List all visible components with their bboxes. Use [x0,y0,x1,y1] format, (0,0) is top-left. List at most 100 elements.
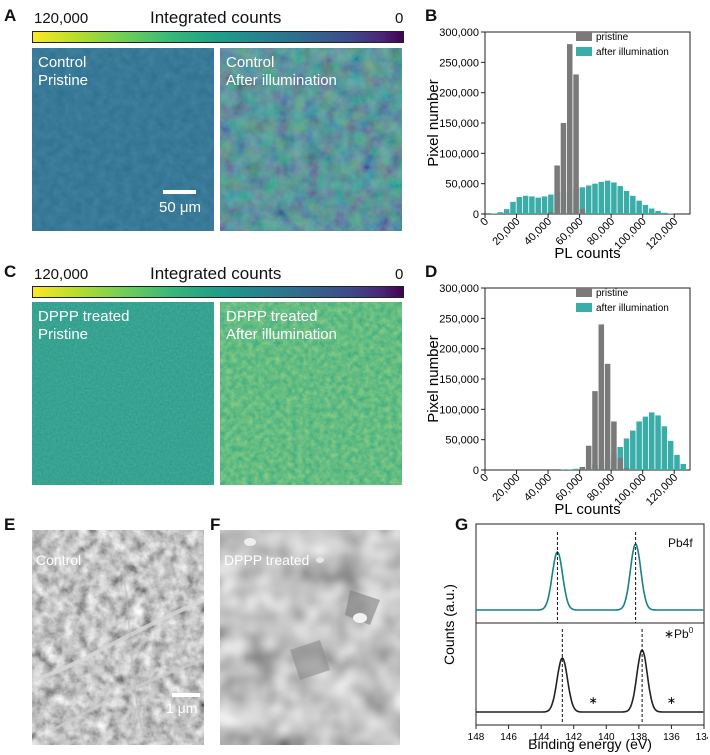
histogram-bar [522,195,529,214]
y-axis-label: Pixel number [425,79,442,167]
histogram-bar [529,196,535,214]
histogram-bar [579,187,586,214]
map-label-line1: Control [38,54,87,71]
histogram-bar [636,421,642,470]
x-tick-label: 20,000 [490,216,522,248]
x-axis-label: PL counts [554,501,620,518]
colorbar-c-min-label: 0 [395,266,404,283]
y-tick-label: 100,000 [439,404,479,416]
histogram-bar [617,186,623,214]
x-tick-label: 142 [565,732,582,743]
x-tick-label: 146 [500,732,517,743]
histogram-bar [573,468,579,470]
sem-image-dppp: DPPP treated [220,530,400,745]
histogram-bar [655,210,661,214]
histogram-bar [630,430,636,470]
colorbar-a-min-label: 0 [395,10,404,27]
plot-frame [475,523,705,726]
x-tick-label: 140 [598,732,615,743]
panel-f-letter: F [210,515,221,534]
histogram-bar [510,201,516,214]
x-tick-label: 134 [696,732,708,743]
pl-map-control-after-illumination: Control After illumination [220,48,402,231]
sem-image-control: Control 1 μm [32,530,204,745]
legend-label-after: after illumination [596,303,669,314]
histogram-bar [623,438,630,470]
histogram-bar [579,466,586,470]
histogram-bar [661,426,668,470]
x-tick-label: 60,000 [553,216,585,248]
histogram-bar [579,209,586,214]
y-tick-label: 200,000 [439,88,479,100]
histogram-bar [516,197,523,214]
histogram-bar [535,197,541,214]
histogram-bar [541,196,548,214]
map-label-line2: Pristine [38,72,89,89]
legend-swatch-pristine [576,288,592,297]
scale-bar-label: 50 μm [159,199,201,216]
histogram-bar [592,391,598,470]
histogram-bar [491,213,497,214]
x-tick-label: 120,000 [644,472,681,509]
histogram-bar [548,194,554,214]
legend-label-pristine: pristine [596,32,629,43]
metallic-pb-marker: ∗ [589,695,598,707]
panel-c-letter: C [4,262,17,281]
scale-bar-e-label: 1 μm [166,700,198,716]
histogram-bar [642,416,649,470]
pl-map-control-pristine: Control Pristine 50 μm [32,48,214,231]
histogram-bar [554,165,560,214]
histogram-bar [567,44,573,214]
colorbar-c [32,286,404,298]
sem-label-dppp: DPPP treated [224,552,310,568]
xps-curve-pb4f [476,542,704,611]
histogram-bar [674,454,680,470]
pl-map-dppp-after-illumination: DPPP treated After illumination [220,302,402,485]
histogram-bar [560,123,567,214]
histogram-bar [592,183,598,214]
histogram-bar [642,204,649,214]
x-axis-label: PL counts [554,245,620,262]
histogram-bar [611,182,617,214]
histogram-bar [598,324,605,470]
xps-label-pb0-text: ∗Pb [664,627,689,641]
histogram-bar [573,74,579,214]
colorbar-a-title: Integrated counts [150,8,282,27]
legend-swatch-after [576,47,592,56]
y-axis-label: Pixel number [425,335,442,423]
histogram-bar [661,212,668,214]
scale-bar [163,190,196,194]
x-tick-label: 20,000 [490,472,522,504]
colorbar-c-title: Integrated counts [150,264,282,283]
histogram-bar [598,181,605,214]
histogram-bar [585,445,592,470]
histogram-bar [623,190,630,214]
x-tick-label: 120,000 [644,216,681,253]
map-label-line1: Control [226,54,275,71]
colorbar-a-max-label: 120,000 [34,10,89,27]
map-label-line2: After illumination [226,72,337,89]
histogram-bar [655,415,661,470]
y-tick-label: 50,000 [445,179,479,191]
map-label-line2: After illumination [226,326,337,343]
histogram-bar [630,195,636,214]
histogram-b: 0 50,000 100,000 150,000 200,000 250,000 300,0… [425,27,691,262]
x-axis-label: Binding energy (eV) [528,736,652,752]
xps-chart-g: 148 146 144 142 140 138 136 134 ∗ ∗ Binding energy… [441,523,708,752]
histogram-bar [604,180,611,214]
colorbar-c-max-label: 120,000 [34,266,89,283]
scale-bar-e [172,693,200,697]
y-tick-label: 300,000 [439,283,479,295]
sem-label-control: Control [36,552,82,568]
x-tick-label: 136 [663,732,680,743]
y-tick-label: 200,000 [439,344,479,356]
histogram-bar [617,457,623,470]
y-tick-label: 50,000 [445,435,479,447]
map-label-line2: Pristine [38,326,89,343]
histogram-bar [636,200,642,214]
histogram-bar [548,212,554,214]
x-tick-label: 138 [631,732,648,743]
xps-label-pb0: ∗Pb0 [664,626,693,641]
panel-g-letter: G [455,515,469,534]
colorbar-a [32,31,404,43]
